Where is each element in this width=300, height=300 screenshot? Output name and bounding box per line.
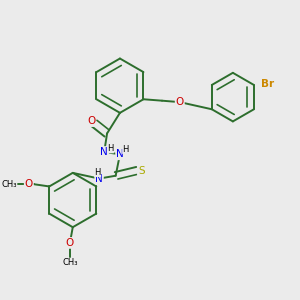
Text: H: H bbox=[107, 144, 114, 153]
Text: Br: Br bbox=[261, 79, 274, 88]
Text: O: O bbox=[176, 97, 184, 107]
Text: O: O bbox=[25, 179, 33, 189]
Text: N: N bbox=[100, 147, 108, 157]
Text: S: S bbox=[138, 166, 145, 176]
Text: O: O bbox=[87, 116, 95, 126]
Text: H: H bbox=[122, 145, 129, 154]
Text: N: N bbox=[95, 174, 103, 184]
Text: CH₃: CH₃ bbox=[2, 180, 17, 189]
Text: N: N bbox=[116, 149, 124, 159]
Text: O: O bbox=[66, 238, 74, 248]
Text: H: H bbox=[94, 168, 101, 177]
Text: CH₃: CH₃ bbox=[62, 258, 78, 267]
